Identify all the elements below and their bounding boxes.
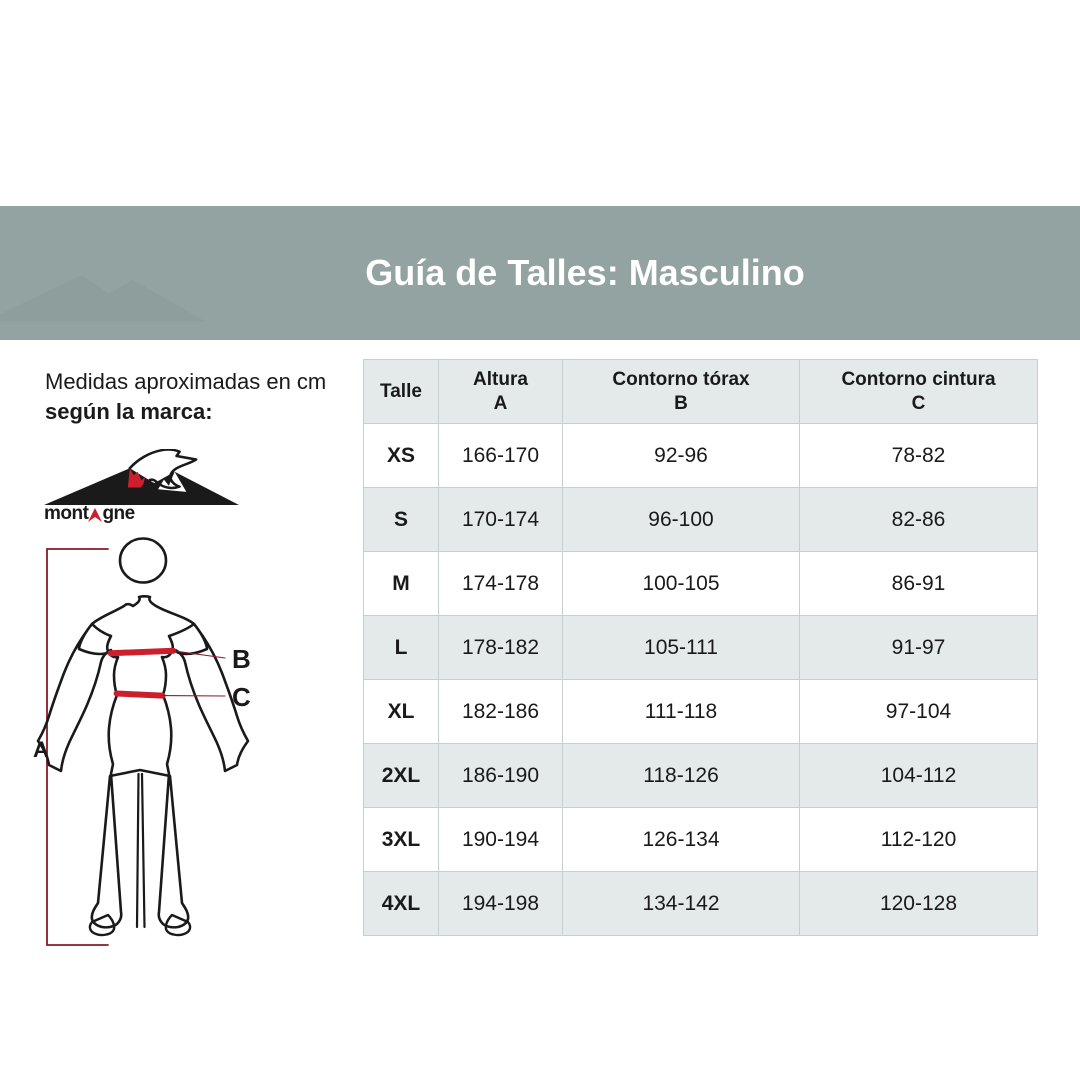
svg-text:C: C (232, 682, 251, 712)
svg-text:B: B (232, 644, 251, 674)
